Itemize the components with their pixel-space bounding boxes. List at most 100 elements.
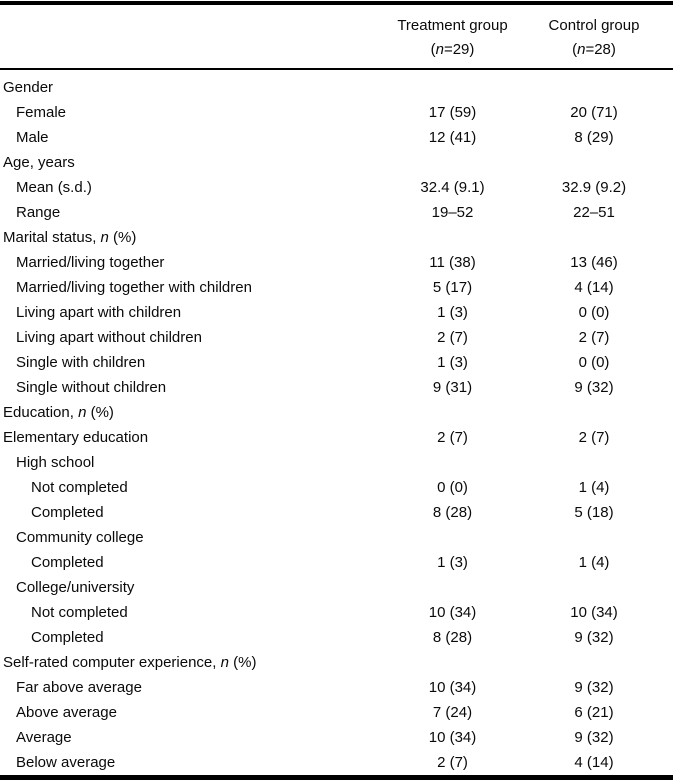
row-label: Education, n (%): [0, 400, 375, 425]
treatment-value: 17 (59): [428, 104, 477, 121]
control-value: 32.9 (9.2): [561, 179, 627, 196]
row-label: Completed: [0, 625, 375, 650]
control-n-italic: n: [577, 41, 586, 58]
control-value: 6 (21): [574, 704, 614, 721]
row-label-text: Elementary education: [3, 429, 149, 446]
control-value: 2 (7): [578, 429, 610, 446]
row-label-text: Education,: [3, 404, 79, 421]
control-n-pre: (: [572, 41, 578, 58]
row-label-italic: n: [100, 229, 109, 246]
treatment-value: 10 (34): [428, 679, 477, 696]
table-header-rule: [0, 68, 673, 70]
row-label-italic: n: [78, 404, 87, 421]
treatment-value: 32.4 (9.1): [420, 179, 485, 196]
row-label-text: Above average: [16, 704, 117, 721]
row-label: Range: [0, 200, 375, 225]
row-label-text: Gender: [3, 79, 54, 96]
treatment-value: 8 (28): [432, 629, 473, 646]
row-label-text: Not completed: [31, 604, 128, 621]
treatment-value: 5 (17): [432, 279, 473, 296]
table-row: Gender: [0, 75, 673, 100]
table-row: Living apart without children 2 (7) 2 (7…: [0, 325, 673, 350]
table-row: Female 17 (59) 20 (71): [0, 100, 673, 125]
treatment-value: 2 (7): [437, 429, 468, 446]
row-label-italic: n: [220, 654, 229, 671]
treatment-value: 1 (3): [437, 304, 468, 321]
treatment-value: 2 (7): [437, 754, 468, 771]
table-row: Completed 8 (28) 9 (32): [0, 625, 673, 650]
control-value: 8 (29): [574, 129, 614, 146]
treatment-value: 0 (0): [437, 479, 468, 496]
row-label: Married/living together with children: [0, 275, 375, 300]
row-label: Self-rated computer experience, n (%): [0, 650, 375, 675]
treatment-value: 12 (41): [428, 129, 477, 146]
row-label: Above average: [0, 700, 375, 725]
row-label-text: Self-rated computer experience,: [3, 654, 221, 671]
row-label-text: Range: [16, 204, 61, 221]
row-label: Living apart without children: [0, 325, 375, 350]
control-value: 10 (34): [570, 604, 618, 621]
row-label: Elementary education: [0, 425, 375, 450]
control-value: 1 (4): [578, 554, 610, 571]
treatment-value: 9 (31): [432, 379, 473, 396]
treatment-value: 2 (7): [437, 329, 468, 346]
table-body: Gender Female 17 (59) 20 (71) Male 12 (4…: [0, 70, 673, 775]
row-label: Completed: [0, 550, 375, 575]
control-value: 9 (32): [574, 379, 614, 396]
treatment-n-italic: n: [435, 41, 444, 58]
treatment-value: 11 (38): [429, 254, 476, 271]
table-row: Completed 1 (3) 1 (4): [0, 550, 673, 575]
table-row: Mean (s.d.) 32.4 (9.1) 32.9 (9.2): [0, 175, 673, 200]
row-label: Not completed: [0, 600, 375, 625]
treatment-value: 19–52: [431, 204, 474, 221]
table-row: Married/living together 11 (38) 13 (46): [0, 250, 673, 275]
control-value: 9 (32): [574, 729, 614, 746]
row-label-text: College/university: [16, 579, 135, 596]
control-value: 4 (14): [574, 754, 614, 771]
table-row: Average 10 (34) 9 (32): [0, 725, 673, 750]
row-label-text: Far above average: [16, 679, 142, 696]
control-value: 22–51: [573, 204, 615, 221]
row-label: Gender: [0, 75, 375, 100]
table-row: High school: [0, 450, 673, 475]
treatment-value: 1 (3): [437, 554, 468, 571]
row-label-text: Living apart with children: [16, 304, 182, 321]
row-label-suffix: (%): [108, 229, 137, 246]
row-label: College/university: [0, 575, 375, 600]
row-label-text: Completed: [31, 504, 104, 521]
row-label-text: Male: [16, 129, 49, 146]
treatment-n-pre: (: [430, 41, 436, 58]
row-label-text: Community college: [16, 529, 144, 546]
row-label: Female: [0, 100, 375, 125]
control-value: 9 (32): [574, 679, 614, 696]
row-label: Age, years: [0, 150, 375, 175]
row-label-text: Marital status,: [3, 229, 101, 246]
table-row: Range 19–52 22–51: [0, 200, 673, 225]
row-label-text: High school: [16, 454, 95, 471]
row-label-text: Completed: [31, 554, 104, 571]
control-n-post: =28): [585, 41, 616, 58]
table-row: Below average 2 (7) 4 (14): [0, 750, 673, 775]
control-group-title: Control group: [548, 17, 640, 34]
treatment-value: 7 (24): [432, 704, 473, 721]
row-label-text: Completed: [31, 629, 104, 646]
table-row: Single with children 1 (3) 0 (0): [0, 350, 673, 375]
row-label: Mean (s.d.): [0, 175, 375, 200]
row-label-text: Female: [16, 104, 67, 121]
row-label: Far above average: [0, 675, 375, 700]
row-label-text: Single without children: [16, 379, 167, 396]
control-group-n: (n=28): [530, 38, 658, 62]
table-row: Self-rated computer experience, n (%): [0, 650, 673, 675]
table-row: Completed 8 (28) 5 (18): [0, 500, 673, 525]
row-label-suffix: (%): [228, 654, 257, 671]
treatment-value: 1 (3): [437, 354, 468, 371]
row-label: High school: [0, 450, 375, 475]
table-row: Marital status, n (%): [0, 225, 673, 250]
control-value: 0 (0): [578, 354, 610, 371]
column-header-control: Control group (n=28): [530, 14, 673, 62]
control-value: 9 (32): [574, 629, 614, 646]
table-row: Community college: [0, 525, 673, 550]
table-top-rule: [0, 1, 673, 5]
row-label-text: Age, years: [3, 154, 75, 171]
